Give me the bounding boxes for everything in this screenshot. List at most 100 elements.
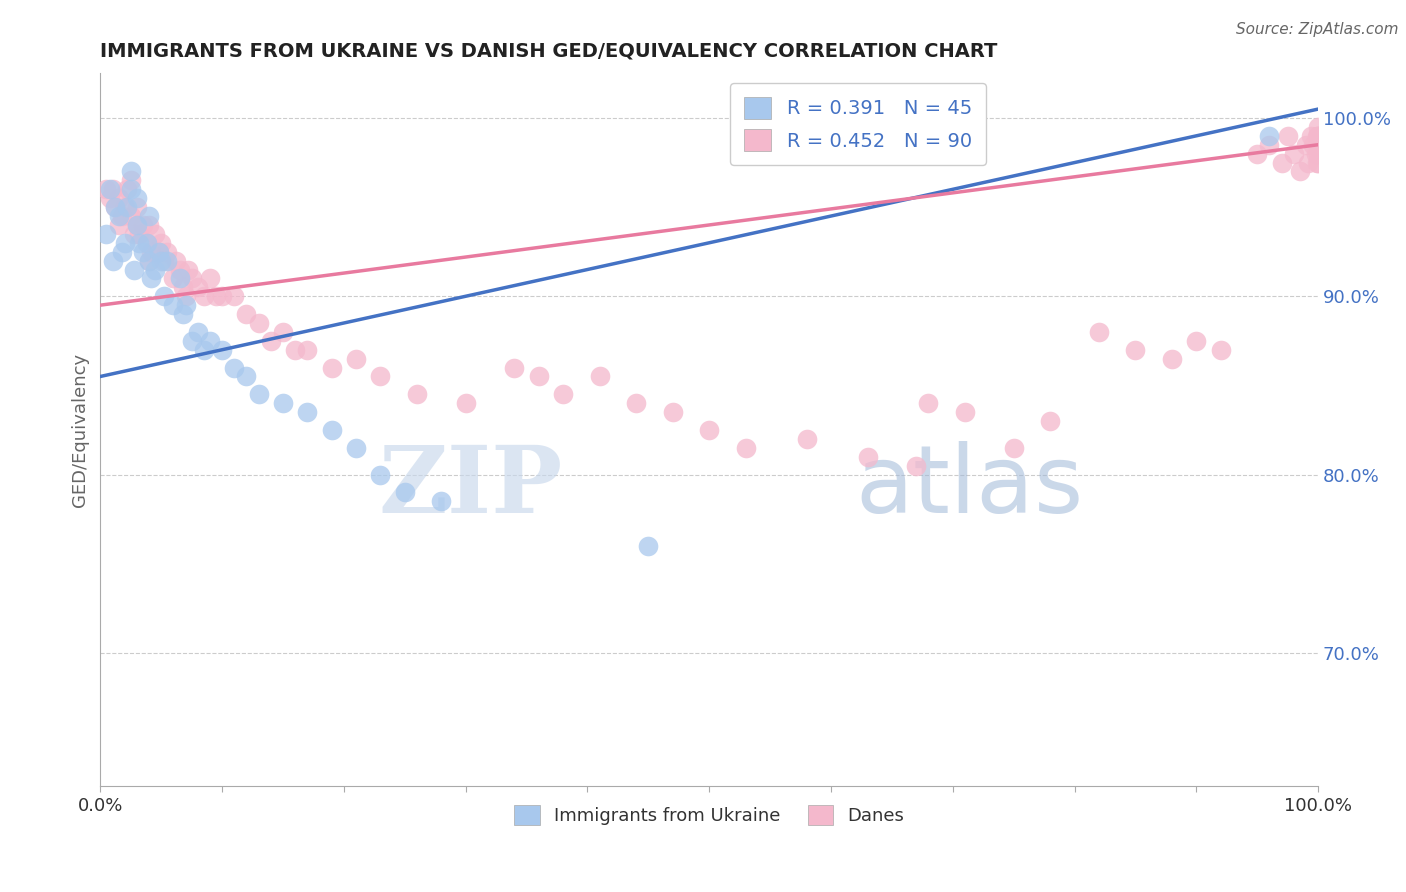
Point xyxy=(120,182,142,196)
Point xyxy=(152,289,174,303)
Point xyxy=(96,182,118,196)
Point xyxy=(553,387,575,401)
Point xyxy=(1298,155,1320,169)
Point xyxy=(107,191,129,205)
Point xyxy=(661,405,683,419)
Point xyxy=(150,253,173,268)
Text: IMMIGRANTS FROM UKRAINE VS DANISH GED/EQUIVALENCY CORRELATION CHART: IMMIGRANTS FROM UKRAINE VS DANISH GED/EQ… xyxy=(100,42,998,61)
Point xyxy=(148,244,170,259)
Point xyxy=(124,262,146,277)
Point xyxy=(132,244,155,259)
Point xyxy=(187,325,209,339)
Point xyxy=(138,218,160,232)
Point xyxy=(953,405,976,419)
Point xyxy=(128,235,150,250)
Point xyxy=(141,244,163,259)
Point xyxy=(271,396,294,410)
Point xyxy=(588,369,610,384)
Point xyxy=(370,467,392,482)
Point xyxy=(104,200,127,214)
Point xyxy=(107,209,129,223)
Point xyxy=(917,396,939,410)
Point xyxy=(156,244,179,259)
Point xyxy=(260,334,283,348)
Point xyxy=(135,235,157,250)
Y-axis label: GED/Equivalency: GED/Equivalency xyxy=(72,353,89,507)
Point xyxy=(104,200,127,214)
Point xyxy=(132,218,155,232)
Legend: Immigrants from Ukraine, Danes: Immigrants from Ukraine, Danes xyxy=(505,796,912,835)
Point xyxy=(125,218,148,232)
Point xyxy=(165,253,187,268)
Point xyxy=(205,289,228,303)
Point xyxy=(1282,146,1305,161)
Point xyxy=(224,360,246,375)
Point xyxy=(138,253,160,268)
Point xyxy=(454,396,477,410)
Point xyxy=(114,235,136,250)
Point xyxy=(1308,128,1330,143)
Point xyxy=(120,164,142,178)
Point xyxy=(1308,137,1330,152)
Point xyxy=(1295,137,1317,152)
Point xyxy=(180,334,202,348)
Point xyxy=(624,396,647,410)
Point xyxy=(297,343,319,357)
Point xyxy=(96,227,118,241)
Point xyxy=(198,334,221,348)
Point xyxy=(344,441,367,455)
Point xyxy=(180,271,202,285)
Point xyxy=(247,316,270,330)
Point xyxy=(162,298,184,312)
Point xyxy=(503,360,526,375)
Point xyxy=(1289,164,1312,178)
Point xyxy=(138,209,160,223)
Point xyxy=(734,441,756,455)
Point xyxy=(321,423,343,437)
Point xyxy=(905,458,928,473)
Point xyxy=(1185,334,1208,348)
Point xyxy=(169,271,191,285)
Point xyxy=(138,253,160,268)
Point xyxy=(120,173,142,187)
Point xyxy=(344,351,367,366)
Point xyxy=(297,405,319,419)
Point xyxy=(1209,343,1232,357)
Point xyxy=(1271,155,1294,169)
Point xyxy=(172,280,194,294)
Point xyxy=(124,227,146,241)
Point xyxy=(115,182,138,196)
Point xyxy=(284,343,307,357)
Point xyxy=(1302,137,1324,152)
Point xyxy=(235,307,257,321)
Point xyxy=(169,262,191,277)
Point xyxy=(321,360,343,375)
Point xyxy=(187,280,209,294)
Point xyxy=(172,307,194,321)
Point xyxy=(224,289,246,303)
Text: Source: ZipAtlas.com: Source: ZipAtlas.com xyxy=(1236,22,1399,37)
Point xyxy=(1039,414,1062,428)
Point xyxy=(1246,146,1268,161)
Point xyxy=(115,200,138,214)
Point xyxy=(527,369,550,384)
Point xyxy=(193,289,215,303)
Point xyxy=(193,343,215,357)
Point xyxy=(1088,325,1111,339)
Point xyxy=(1308,137,1330,152)
Point xyxy=(141,271,163,285)
Point xyxy=(125,218,148,232)
Point xyxy=(174,298,197,312)
Point xyxy=(796,432,818,446)
Point xyxy=(1258,128,1281,143)
Point xyxy=(1308,137,1330,152)
Point xyxy=(101,253,124,268)
Point xyxy=(1305,146,1327,161)
Point xyxy=(107,218,129,232)
Point xyxy=(143,262,166,277)
Point xyxy=(174,289,197,303)
Point xyxy=(1258,137,1281,152)
Point xyxy=(111,244,134,259)
Point xyxy=(198,271,221,285)
Point xyxy=(235,369,257,384)
